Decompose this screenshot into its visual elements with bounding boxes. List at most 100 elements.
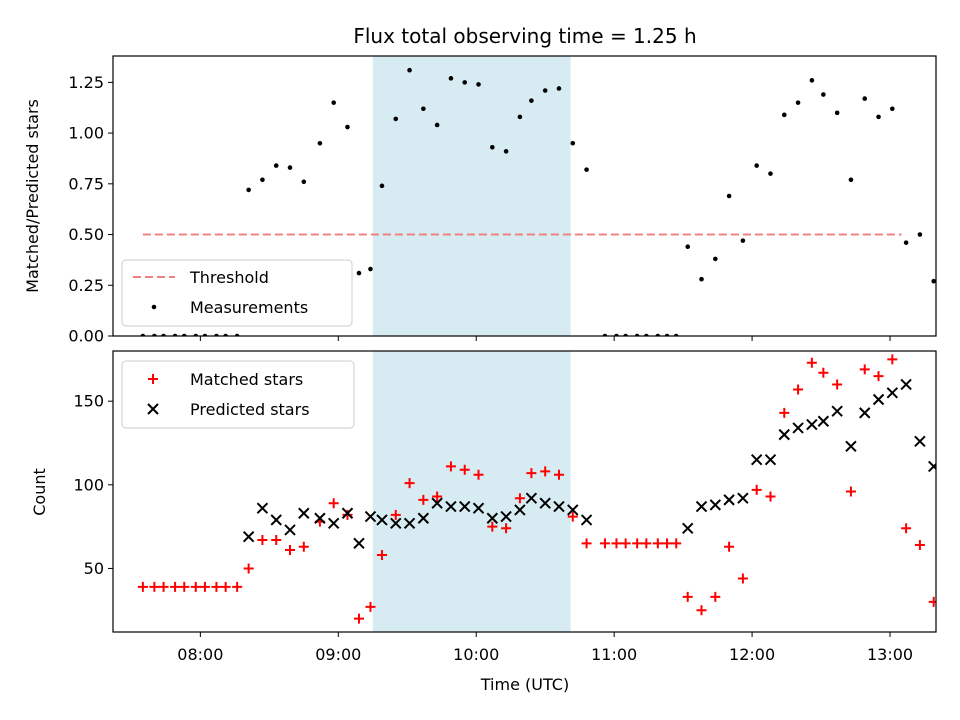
measurement-point <box>890 106 895 112</box>
predicted-stars-point <box>737 492 749 504</box>
measurement-point <box>517 114 523 120</box>
measurement-point <box>287 165 293 170</box>
measurement-point <box>246 187 251 193</box>
matched-stars-point <box>158 581 169 592</box>
matched-stars-point <box>765 491 776 502</box>
matched-stars-point <box>199 581 210 592</box>
x-tick-label: 08:00 <box>177 645 223 664</box>
predicted-stars-point <box>580 514 593 526</box>
matched-stars-point <box>459 464 470 475</box>
measurement-point <box>476 82 481 87</box>
predicted-stars-point <box>364 510 377 523</box>
bottom-observing-span <box>372 351 571 632</box>
measurement-point <box>713 256 718 262</box>
predicted-stars-point <box>270 514 282 526</box>
bottom-y-tick-label: 150 <box>73 392 104 411</box>
measurement-point <box>862 96 868 101</box>
measurement-point <box>754 163 759 168</box>
matched-stars-point <box>859 364 870 375</box>
matched-stars-point <box>553 469 564 480</box>
matched-stars-point <box>353 613 364 624</box>
matched-stars-point <box>682 591 693 602</box>
predicted-stars-point <box>831 405 843 417</box>
matched-legend-label: Matched stars <box>190 370 303 389</box>
top-y-tick-label: 0.00 <box>68 327 104 346</box>
matched-stars-point <box>342 509 353 520</box>
top-y-tick-label: 0.75 <box>68 174 104 193</box>
measurement-point <box>781 112 787 118</box>
measurement-point <box>542 88 548 93</box>
predicted-stars-point <box>486 512 499 524</box>
matched-stars-point <box>257 535 268 546</box>
measurement-point <box>356 270 362 276</box>
matched-stars-point <box>404 478 415 489</box>
x-tick-label: 11:00 <box>591 645 637 664</box>
bottom-y-tick-label: 50 <box>84 559 104 578</box>
predicted-stars-point <box>806 418 818 431</box>
matched-stars-point <box>285 545 296 556</box>
predicted-stars-point <box>472 502 485 514</box>
predicted-stars-point <box>695 500 708 513</box>
predicted-stars-point <box>500 510 512 523</box>
measurement-point <box>768 171 773 176</box>
matched-stars-point <box>737 573 748 584</box>
matched-stars-point <box>190 581 201 592</box>
matched-stars-point <box>710 591 721 602</box>
matched-stars-point <box>376 550 387 561</box>
matched-stars-point <box>696 605 707 616</box>
measurement-point <box>434 122 440 128</box>
matched-stars-point <box>149 581 160 592</box>
predicted-stars-point <box>709 499 722 511</box>
measurement-point <box>821 92 826 97</box>
matched-stars-point <box>873 371 884 382</box>
top-y-axis-label: Matched/Predicted stars <box>23 99 42 293</box>
predicted-stars-point <box>431 497 443 509</box>
predicted-stars-point <box>514 504 526 516</box>
matched-stars-point <box>662 538 673 549</box>
matched-stars-point <box>806 357 817 368</box>
bottom-y-tick-label: 100 <box>73 475 104 494</box>
predicted-stars-point <box>900 378 912 391</box>
measurement-point <box>301 179 307 185</box>
measurement-point <box>917 232 923 237</box>
matched-stars-point <box>724 541 735 552</box>
predicted-stars-point <box>539 497 551 509</box>
measurement-point <box>421 106 426 112</box>
matched-stars-point <box>418 494 429 505</box>
matched-stars-point <box>832 379 843 390</box>
predicted-stars-point <box>723 494 735 506</box>
matched-stars-point <box>632 538 643 549</box>
predicted-stars-point <box>872 393 885 406</box>
matched-stars-point <box>751 484 762 495</box>
measurement-point <box>726 193 732 199</box>
matched-stars-point <box>298 541 309 552</box>
matched-stars-point <box>179 581 190 592</box>
measurement-point <box>903 240 909 245</box>
bottom-legend-box <box>121 360 355 429</box>
threshold-legend-label: Threshold <box>189 268 269 287</box>
top-y-tick-label: 0.50 <box>68 225 104 244</box>
matched-stars-point <box>599 538 610 549</box>
matched-stars-point <box>581 538 592 549</box>
matched-stars-point <box>243 563 254 574</box>
top-plot-frame <box>112 55 937 337</box>
measurement-point <box>448 76 454 81</box>
predicted-stars-point <box>927 460 936 473</box>
predicted-stars-point <box>914 435 926 448</box>
predicted-stars-point <box>792 422 804 434</box>
predicted-stars-point <box>682 522 694 535</box>
predicted-stars-point <box>845 440 857 453</box>
matched-stars-point <box>793 384 804 395</box>
predicted-stars-point <box>445 500 457 513</box>
measurement-point <box>393 116 399 122</box>
matched-stars-point <box>137 581 148 592</box>
measurement-point <box>740 238 746 243</box>
predicted-legend-swatch <box>147 403 159 415</box>
top-legend-box <box>121 259 353 327</box>
measurement-point <box>462 80 468 85</box>
predicted-stars-point <box>567 504 579 516</box>
matched-stars-point <box>567 511 578 522</box>
predicted-stars-point <box>778 428 790 441</box>
measurement-point <box>795 100 801 105</box>
matched-stars-point <box>390 509 401 520</box>
